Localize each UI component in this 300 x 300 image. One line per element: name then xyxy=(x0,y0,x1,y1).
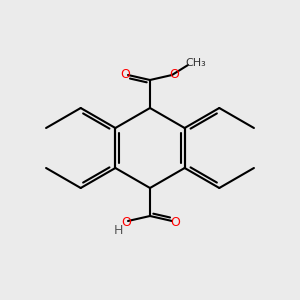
Text: O: O xyxy=(169,68,179,80)
Text: O: O xyxy=(121,215,131,229)
Text: O: O xyxy=(120,68,130,80)
Text: H: H xyxy=(113,224,123,238)
Text: O: O xyxy=(170,215,180,229)
Text: CH₃: CH₃ xyxy=(186,58,206,68)
